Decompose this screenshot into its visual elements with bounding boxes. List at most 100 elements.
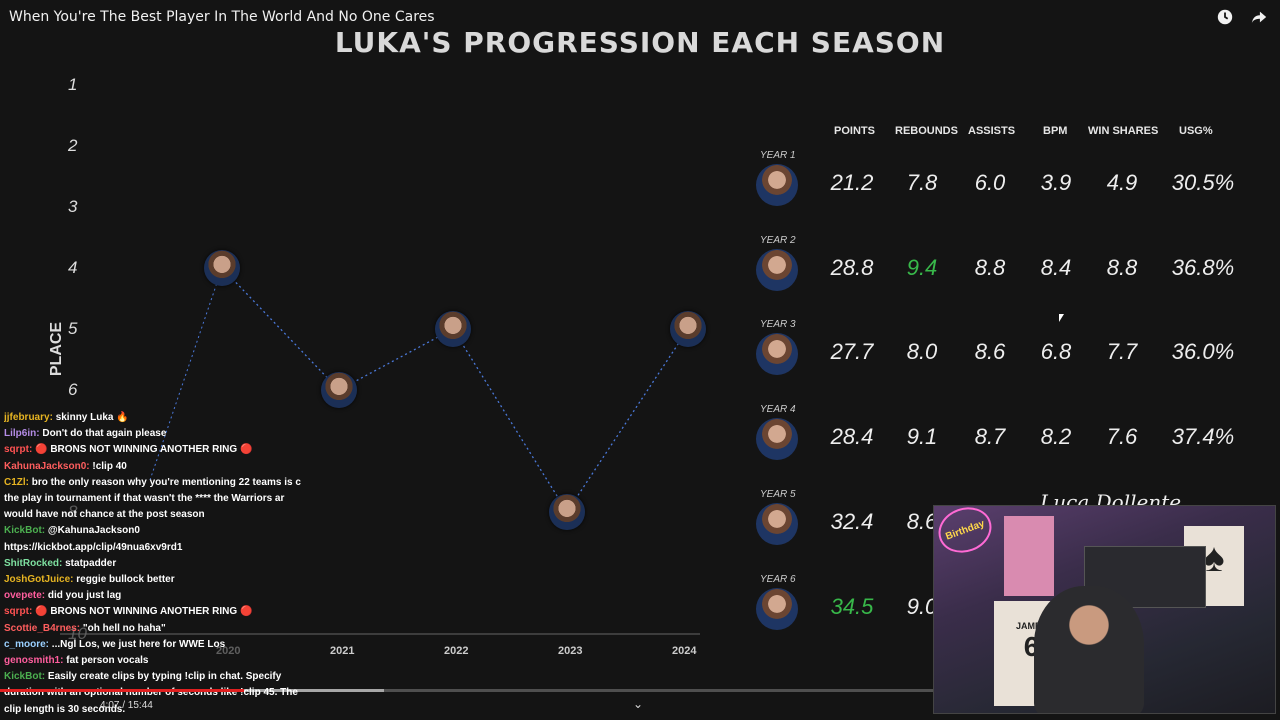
stat-cell: 30.5% xyxy=(1171,170,1235,195)
top-controls xyxy=(1216,8,1268,26)
place-tick: 3 xyxy=(68,197,78,216)
year-tick: 2023 xyxy=(558,645,583,657)
chat-text: 🔴 BRONS NOT WINNING ANOTHER RING 🔴 xyxy=(35,444,253,456)
chat-message: jjfebruary: skinny Luka 🔥 xyxy=(4,410,316,426)
stats-column-header: WIN SHARES xyxy=(1088,125,1159,137)
chat-username[interactable]: KickBot: xyxy=(4,671,48,683)
year-label: YEAR 2 xyxy=(760,234,796,246)
data-point-player-face xyxy=(321,372,357,408)
stat-cell: 36.8% xyxy=(1171,254,1235,280)
year-label: YEAR 3 xyxy=(760,319,796,331)
year-tick: 2021 xyxy=(330,645,355,657)
time-display: 4:07 / 15:44 xyxy=(100,700,153,711)
stat-cell: 9.4 xyxy=(906,254,938,280)
chat-username[interactable]: C1Zl: xyxy=(4,476,32,488)
chat-username[interactable]: Scottie_B4rnes: xyxy=(4,622,83,634)
stat-cell: 28.4 xyxy=(830,424,874,450)
chat-text: would have not chance at the post season xyxy=(4,509,205,521)
stat-cell: 7.7 xyxy=(1106,339,1138,365)
chat-username[interactable]: c_moore: xyxy=(4,638,52,650)
stat-cell: 7.6 xyxy=(1106,424,1138,450)
chat-message: C1Zl: bro the only reason why you're men… xyxy=(4,475,316,491)
chat-username[interactable]: KahunaJackson0: xyxy=(4,460,93,472)
chat-text: https://kickbot.app/clip/49nua6xv9rd1 xyxy=(4,541,183,553)
chat-username[interactable]: sqrpt: xyxy=(4,606,36,618)
data-point-player-face xyxy=(204,250,240,286)
stat-cell: 8.6 xyxy=(974,339,1006,365)
year-player-photo xyxy=(756,502,798,545)
chat-username[interactable]: Lilp6in: xyxy=(4,428,43,440)
chat-text: @KahunaJackson0 xyxy=(47,525,140,537)
chat-username[interactable]: ovepete: xyxy=(4,590,48,602)
year-tick: 2024 xyxy=(672,645,697,657)
place-tick: 1 xyxy=(68,75,78,94)
place-tick: 2 xyxy=(68,136,78,155)
stat-cell: 7.8 xyxy=(906,170,938,195)
stats-column-header: REBOUNDS xyxy=(895,125,958,137)
chat-message: sqrpt: 🔴 BRONS NOT WINNING ANOTHER RING … xyxy=(4,604,316,620)
stat-cell: 37.4% xyxy=(1171,424,1235,450)
chat-text: bro the only reason why you're mentionin… xyxy=(31,476,301,488)
chat-username[interactable]: JoshGotJuice: xyxy=(4,574,77,586)
stat-cell: 32.4 xyxy=(830,508,874,534)
series-line-segment xyxy=(452,328,568,513)
chat-message: would have not chance at the post season xyxy=(4,507,316,523)
stats-column-header: USG% xyxy=(1179,125,1213,137)
progress-played[interactable] xyxy=(0,689,245,692)
stat-cell: 28.8 xyxy=(830,254,874,280)
watch-later-icon[interactable] xyxy=(1216,8,1234,26)
chat-message: c_moore: ...Ngl Los, we just here for WW… xyxy=(4,637,316,653)
stat-cell: 8.7 xyxy=(974,424,1006,450)
year-player-photo xyxy=(756,587,798,630)
chat-username[interactable]: jjfebruary: xyxy=(4,412,56,423)
stat-cell: 8.4 xyxy=(1040,254,1072,280)
chat-message: KickBot: @KahunaJackson0 xyxy=(4,523,316,539)
stat-cell: 8.8 xyxy=(1106,254,1138,280)
progress-track[interactable] xyxy=(0,689,933,692)
year-tick: 2022 xyxy=(444,645,469,657)
streamer xyxy=(1034,586,1144,713)
stat-cell: 4.9 xyxy=(1106,170,1138,195)
series-line-segment xyxy=(149,267,223,481)
year-tick: 2020 xyxy=(216,645,241,657)
chat-text: did you just lag xyxy=(47,590,122,602)
chat-text: 🔴 BRONS NOT WINNING ANOTHER RING 🔴 xyxy=(35,606,253,618)
series-line-segment xyxy=(566,328,689,513)
poster-art xyxy=(1004,516,1054,596)
chevron-down-icon[interactable]: ⌄ xyxy=(633,697,644,711)
stat-cell: 8.2 xyxy=(1040,424,1072,450)
chat-text: fat person vocals xyxy=(66,655,149,667)
chat-text: statpadder xyxy=(65,557,117,569)
chat-message: KahunaJackson0: !clip 40 xyxy=(4,459,316,475)
stat-cell: 21.2 xyxy=(830,170,874,195)
chat-username[interactable]: genosmith1: xyxy=(4,655,67,667)
year-player-photo xyxy=(756,164,798,206)
chat-message: ovepete: did you just lag xyxy=(4,588,316,604)
video-title[interactable]: When You're The Best Player In The World… xyxy=(9,9,435,25)
chat-message: JoshGotJuice: reggie bullock better xyxy=(4,572,316,588)
year-label: YEAR 4 xyxy=(760,404,796,416)
jersey-name: JAMES xyxy=(1015,621,1047,631)
chat-message: https://kickbot.app/clip/49nua6xv9rd1 xyxy=(4,540,316,556)
chat-message: sqrpt: 🔴 BRONS NOT WINNING ANOTHER RING … xyxy=(4,442,316,458)
place-tick: 8 xyxy=(68,502,78,521)
chat-username[interactable]: KickBot: xyxy=(4,525,48,537)
place-tick: 4 xyxy=(68,258,78,277)
chat-text: "oh hell no haha" xyxy=(82,622,166,634)
data-point-player-face xyxy=(670,311,706,347)
chat-text: !clip 40 xyxy=(92,460,127,472)
share-icon[interactable] xyxy=(1250,8,1268,26)
year-label: YEAR 1 xyxy=(760,150,796,161)
chat-text: clip length is 30 seconds. xyxy=(4,703,126,715)
webcam-overlay: Birthday JAMES 6 ♠ xyxy=(933,505,1276,714)
chat-message: genosmith1: fat person vocals xyxy=(4,653,316,669)
chat-username[interactable]: ShitRocked: xyxy=(4,557,66,569)
chat-username[interactable]: sqrpt: xyxy=(4,444,36,456)
stat-cell: 8.0 xyxy=(906,339,938,365)
year-player-photo xyxy=(756,333,798,376)
chat-message: clip length is 30 seconds. xyxy=(4,702,316,718)
stat-cell: 27.7 xyxy=(830,339,874,365)
data-point-player-face xyxy=(549,494,585,530)
spade-icon: ♠ xyxy=(1203,536,1225,580)
chat-overlay: jjfebruary: skinny Luka 🔥 Lilp6in: Don't … xyxy=(4,410,316,718)
